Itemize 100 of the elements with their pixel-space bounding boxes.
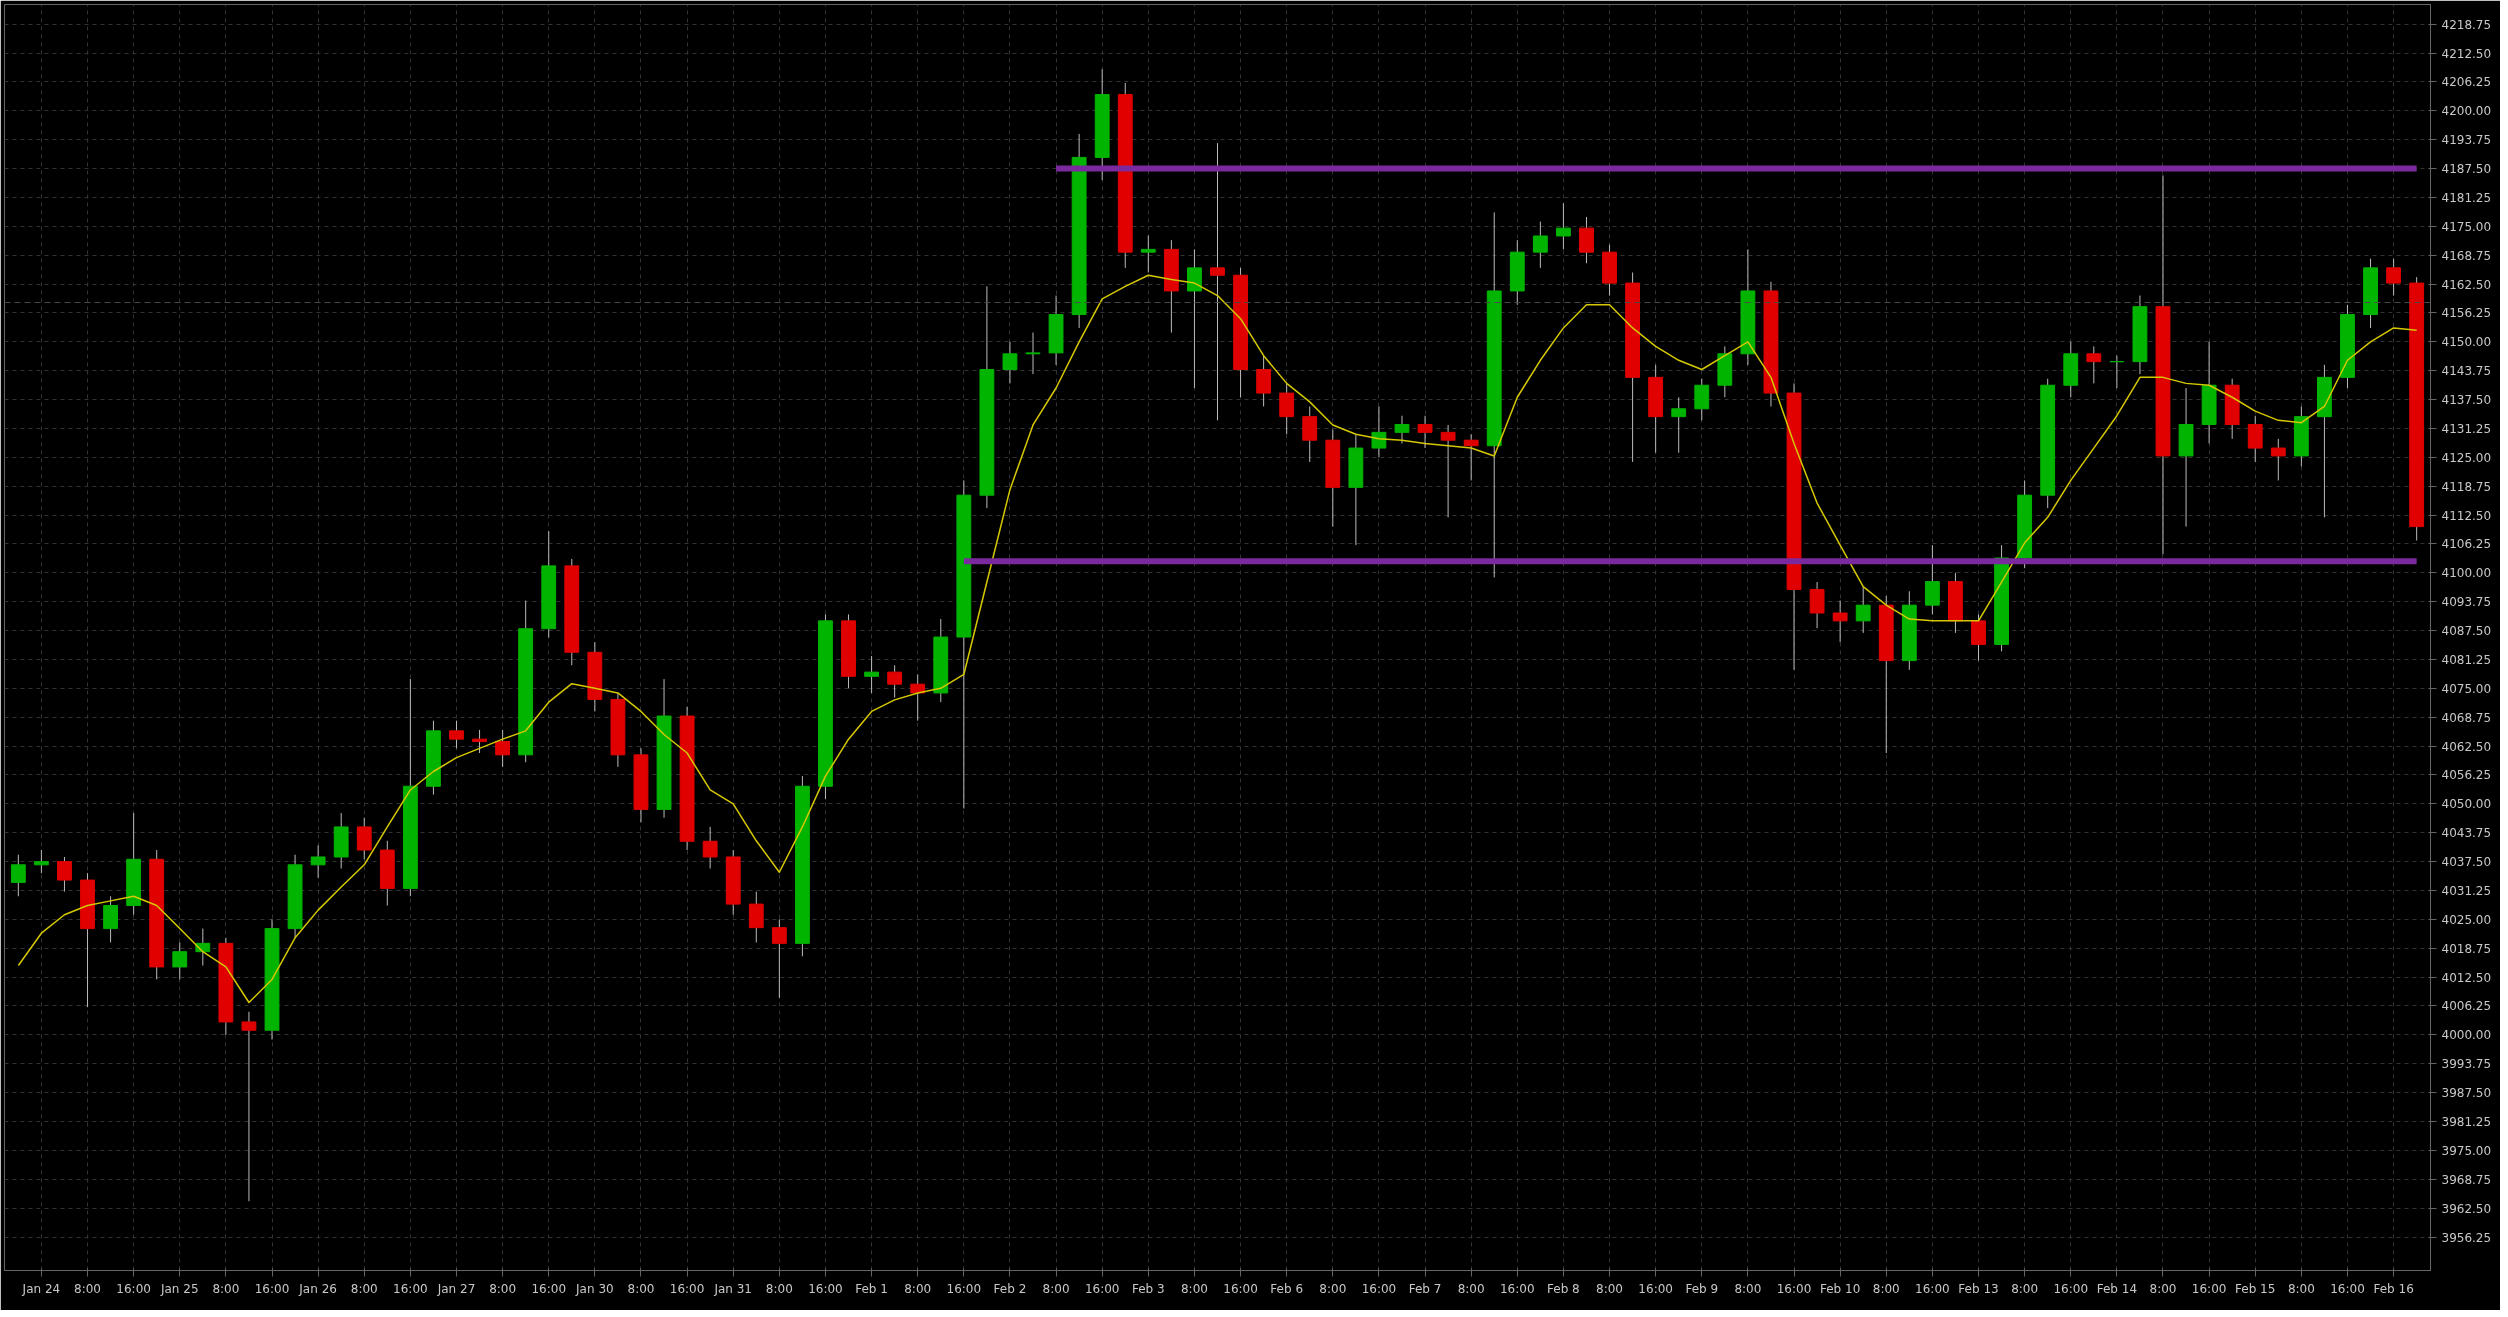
candlestick bbox=[1371, 405, 1387, 458]
y-tick-label: 4125.00 bbox=[2441, 450, 2492, 465]
x-tick-label: Feb 6 bbox=[1270, 1281, 1304, 1296]
y-tick-label: 4187.50 bbox=[2441, 162, 2492, 177]
candlestick bbox=[172, 941, 188, 980]
y-tick-label: 3981.25 bbox=[2441, 1114, 2492, 1129]
candlestick bbox=[2109, 355, 2125, 389]
x-tick-label: Feb 8 bbox=[1547, 1281, 1580, 1296]
x-tick-label: 16:00 bbox=[2191, 1281, 2227, 1296]
x-tick-label: 8:00 bbox=[1319, 1281, 1347, 1296]
y-tick-label: 4012.50 bbox=[2441, 970, 2492, 985]
x-tick-label: 8:00 bbox=[2287, 1281, 2315, 1296]
x-tick-label: 16:00 bbox=[1084, 1281, 1120, 1296]
x-tick-label: 16:00 bbox=[2330, 1281, 2365, 1296]
y-tick-label: 3987.50 bbox=[2441, 1086, 2492, 1101]
candlestick bbox=[702, 826, 718, 870]
x-tick-label: 8:00 bbox=[904, 1281, 932, 1296]
candlestick bbox=[864, 655, 880, 694]
y-tick-label: 4081.25 bbox=[2441, 652, 2492, 667]
y-tick-label: 4100.00 bbox=[2441, 566, 2492, 581]
y-tick-label: 4131.25 bbox=[2441, 421, 2492, 436]
candlestick bbox=[1855, 586, 1871, 634]
x-tick-label: 16:00 bbox=[393, 1281, 428, 1296]
candlestick bbox=[1971, 613, 1986, 662]
x-tick-label: 8:00 bbox=[1457, 1281, 1485, 1296]
candlestick bbox=[2270, 438, 2286, 481]
candlestick bbox=[33, 849, 49, 874]
candlestick bbox=[57, 856, 72, 893]
candlestick bbox=[1025, 332, 1041, 375]
candlestick bbox=[1256, 355, 1272, 407]
line-series bbox=[17, 274, 2418, 1004]
y-tick-label: 4200.00 bbox=[2441, 104, 2492, 119]
candlestick bbox=[2386, 258, 2402, 297]
y-tick-label: 3975.00 bbox=[2441, 1143, 2492, 1158]
candlestick bbox=[1210, 142, 1225, 421]
x-tick-label: 16:00 bbox=[946, 1281, 982, 1296]
x-tick-label: 8:00 bbox=[2149, 1281, 2177, 1296]
x-tick-label: 8:00 bbox=[765, 1281, 793, 1296]
y-tick-label: 4056.25 bbox=[2441, 768, 2492, 783]
x-tick-label: 16:00 bbox=[808, 1281, 843, 1296]
x-tick-label: 8:00 bbox=[350, 1281, 378, 1296]
x-tick-label: 8:00 bbox=[212, 1281, 240, 1296]
x-tick-label: Feb 14 bbox=[2096, 1281, 2138, 1296]
candlestick bbox=[495, 729, 511, 768]
candlestick bbox=[2247, 415, 2263, 463]
y-tick-label: 4106.25 bbox=[2441, 537, 2492, 552]
candlestick bbox=[241, 1011, 257, 1202]
y-tick-label: 4168.75 bbox=[2441, 248, 2492, 263]
y-tick-label: 4137.50 bbox=[2441, 393, 2492, 408]
x-tick-label: 8:00 bbox=[1734, 1281, 1762, 1296]
candlestick bbox=[1417, 415, 1433, 449]
candlestick bbox=[1279, 382, 1295, 435]
y-tick-label: 3956.25 bbox=[2441, 1230, 2492, 1245]
y-tick-label: 4175.00 bbox=[2441, 219, 2492, 234]
x-tick-label: Jan 24 bbox=[21, 1281, 61, 1296]
y-tick-label: 4162.50 bbox=[2441, 277, 2492, 292]
candlestick bbox=[1440, 424, 1456, 518]
candlestick bbox=[1394, 415, 1410, 444]
candlestick bbox=[1187, 248, 1202, 389]
y-tick-label: 4037.50 bbox=[2441, 855, 2492, 870]
x-tick-label: Feb 3 bbox=[1131, 1281, 1165, 1296]
candlestick bbox=[1555, 202, 1571, 250]
candlestick bbox=[1924, 544, 1940, 615]
y-tick-label: 3962.50 bbox=[2441, 1201, 2492, 1216]
x-tick-label: 16:00 bbox=[1776, 1281, 1812, 1296]
x-tick-label: 16:00 bbox=[669, 1281, 705, 1296]
y-tick-label: 4087.50 bbox=[2441, 624, 2492, 639]
x-tick-label: 16:00 bbox=[1500, 1281, 1535, 1296]
y-tick-label: 4000.00 bbox=[2441, 1028, 2492, 1043]
x-tick-label: 16:00 bbox=[2053, 1281, 2089, 1296]
y-tick-label: 4093.75 bbox=[2441, 595, 2492, 610]
y-tick-label: 4075.00 bbox=[2441, 681, 2492, 696]
x-tick-label: Jan 26 bbox=[298, 1281, 337, 1296]
y-tick-label: 4150.00 bbox=[2441, 335, 2492, 350]
y-tick-label: 4181.25 bbox=[2441, 190, 2492, 205]
x-tick-label: Feb 10 bbox=[1819, 1281, 1861, 1296]
candlestick bbox=[771, 918, 787, 999]
y-tick-label: 4050.00 bbox=[2441, 797, 2492, 812]
x-tick-label: 16:00 bbox=[1361, 1281, 1397, 1296]
x-tick-label: 8:00 bbox=[1042, 1281, 1070, 1296]
candlestick bbox=[310, 844, 326, 879]
y-tick-label: 4212.50 bbox=[2441, 46, 2492, 61]
candlestick bbox=[1302, 405, 1318, 463]
candlestick bbox=[748, 891, 764, 943]
x-tick-label: 8:00 bbox=[1180, 1281, 1208, 1296]
x-tick-label: Feb 2 bbox=[993, 1281, 1027, 1296]
y-tick-label: 4118.75 bbox=[2441, 479, 2492, 494]
x-tick-label: 8:00 bbox=[1872, 1281, 1900, 1296]
x-tick-label: 16:00 bbox=[254, 1281, 290, 1296]
y-tick-label: 4143.75 bbox=[2441, 364, 2492, 379]
x-tick-label: Feb 16 bbox=[2373, 1281, 2414, 1296]
y-tick-label: 4218.75 bbox=[2441, 17, 2492, 32]
y-tick-label: 4156.25 bbox=[2441, 306, 2492, 321]
x-tick-label: 8:00 bbox=[2011, 1281, 2039, 1296]
candlestick bbox=[10, 854, 26, 897]
y-tick-label: 4031.25 bbox=[2441, 883, 2492, 898]
y-tick-label: 4025.00 bbox=[2441, 912, 2492, 927]
candlestick bbox=[103, 895, 118, 943]
candlestick bbox=[1532, 221, 1548, 269]
x-tick-label: Jan 30 bbox=[575, 1281, 614, 1296]
